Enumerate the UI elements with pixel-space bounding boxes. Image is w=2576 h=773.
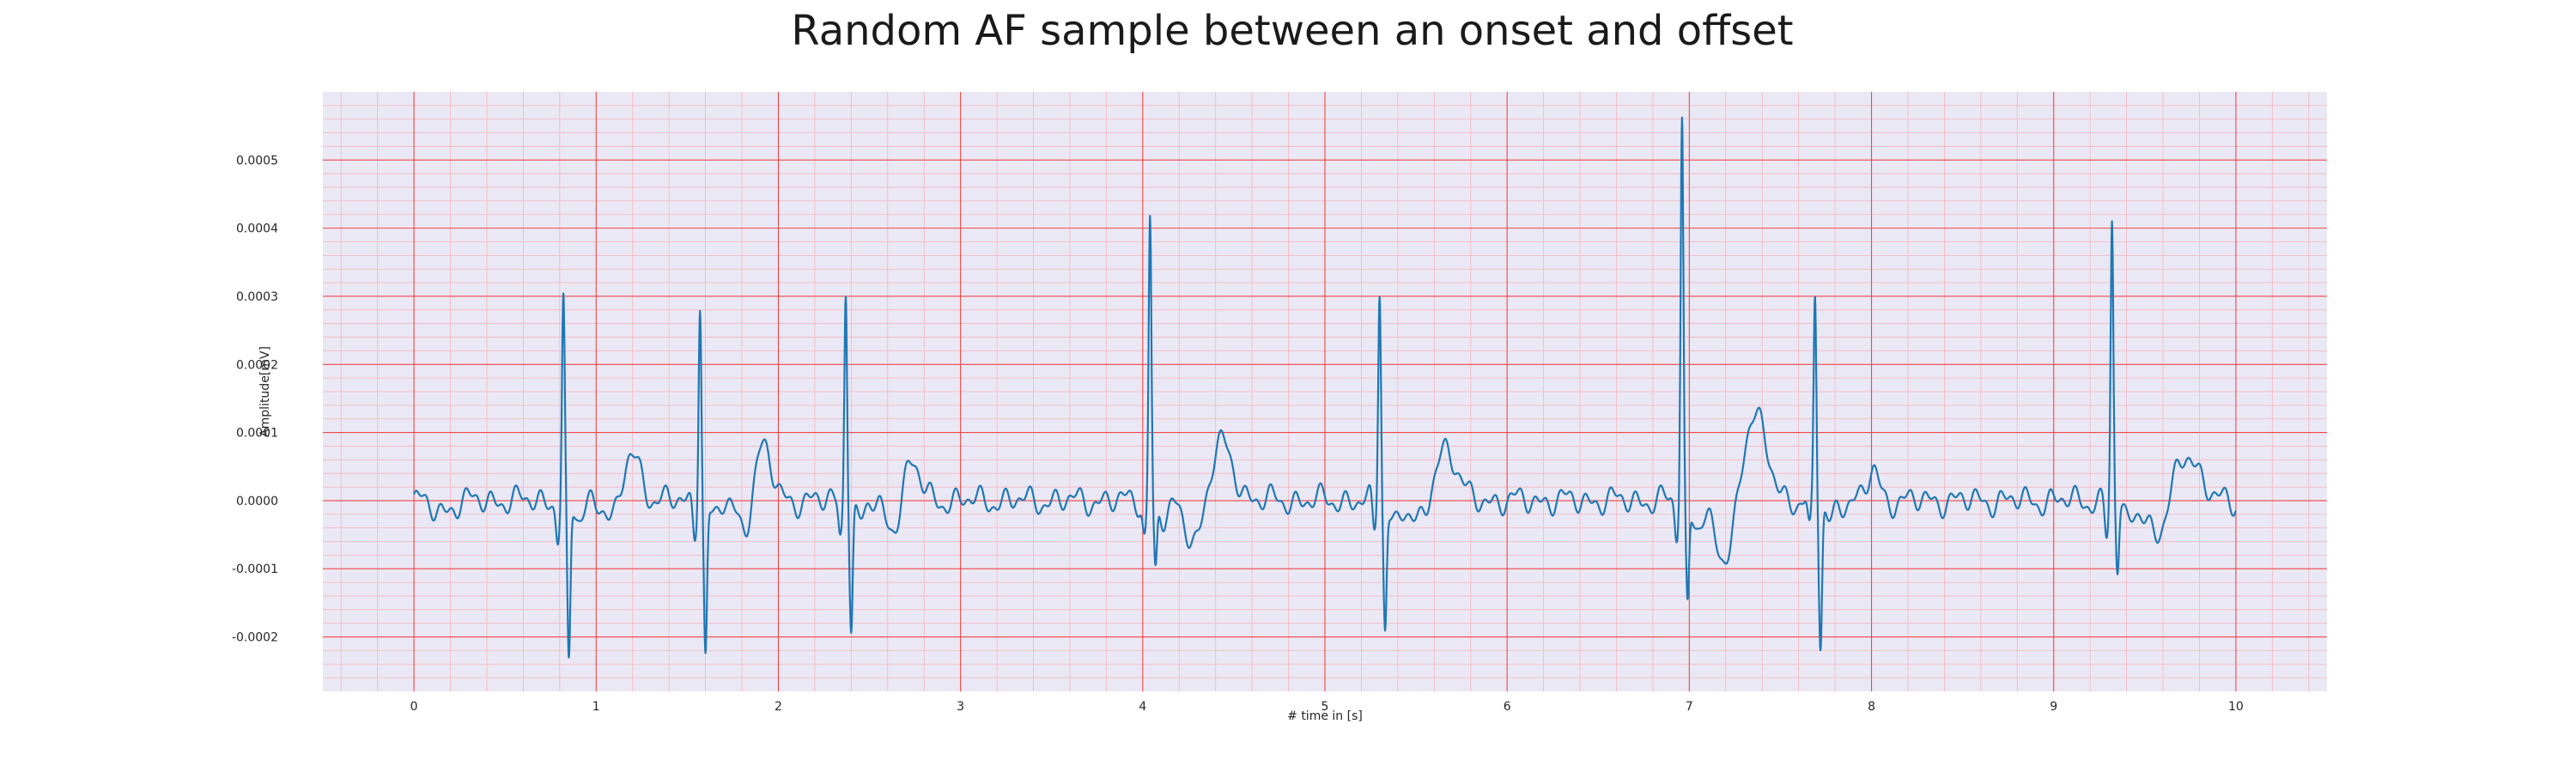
x-tick-label: 2 — [775, 700, 782, 714]
x-tick-label: 10 — [2228, 700, 2244, 714]
y-tick-label: 0.0004 — [236, 222, 278, 236]
series-line — [413, 116, 2237, 659]
x-tick-label: 6 — [1504, 700, 1511, 714]
x-tick-label: 0 — [410, 700, 418, 714]
y-tick-labels: -0.0002 -0.0001 0.0000 0.0001 0.0002 0.0003 0.… — [232, 154, 278, 644]
y-tick-label: -0.0002 — [232, 631, 278, 645]
x-tick-label: 7 — [1686, 700, 1693, 714]
y-tick-label: 0.0003 — [236, 290, 278, 304]
x-tick-label: 5 — [1321, 700, 1329, 714]
x-tick-labels: 0 1 2 3 4 5 6 7 8 9 10 — [410, 700, 2244, 714]
x-tick-label: 1 — [592, 700, 600, 714]
chart-title: Random AF sample between an onset and of… — [791, 7, 1793, 55]
x-tick-label: 8 — [1868, 700, 1875, 714]
y-tick-label: 0.0001 — [236, 427, 278, 441]
y-tick-label: 0.0002 — [236, 358, 278, 372]
y-tick-label: -0.0001 — [232, 563, 278, 576]
x-tick-label: 9 — [2050, 700, 2057, 714]
major-grid — [323, 92, 2327, 691]
y-tick-label: 0.0000 — [236, 495, 278, 508]
x-tick-label: 4 — [1139, 700, 1146, 714]
y-axis-label: Amplitude[mV] — [258, 346, 272, 437]
y-tick-label: 0.0005 — [236, 154, 278, 167]
x-tick-label: 3 — [957, 700, 964, 714]
x-axis-label: # time in [s] — [1287, 709, 1363, 723]
